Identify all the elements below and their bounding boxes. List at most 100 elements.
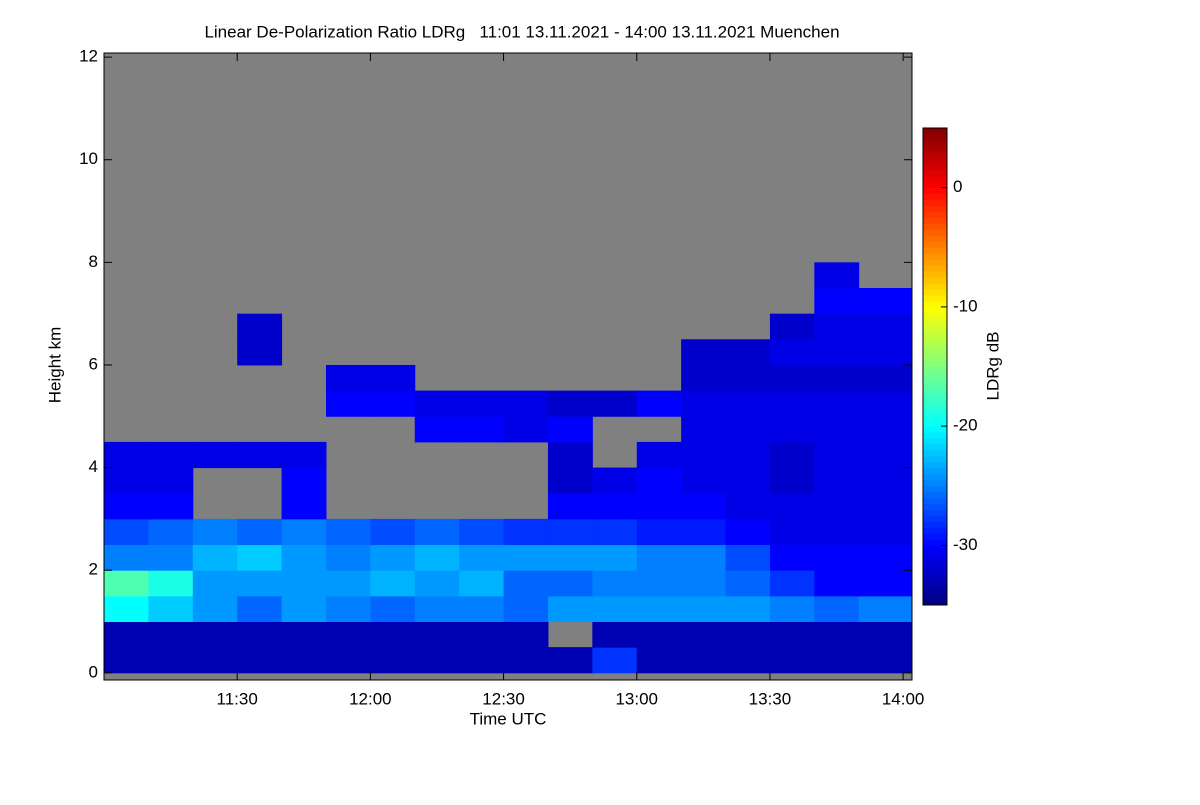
heatmap-cell [681, 339, 727, 366]
heatmap-cell [281, 467, 327, 494]
colorbar-segment [923, 515, 947, 523]
colorbar-segment [923, 414, 947, 421]
heatmap-cell [814, 595, 860, 623]
colorbar-segment [923, 569, 947, 576]
heatmap-cell [636, 595, 682, 623]
y-tick-label: 10 [79, 149, 98, 168]
heatmap-cell [814, 570, 860, 597]
colorbar-segment [923, 402, 947, 409]
heatmap-cell [858, 416, 913, 443]
colorbar-segment [923, 271, 947, 278]
heatmap-cell [547, 467, 593, 494]
colorbar-segment [923, 503, 947, 511]
heatmap-cell [725, 339, 771, 366]
colorbar-segment [923, 473, 947, 481]
colorbar-segment [923, 312, 947, 320]
heatmap-cell [325, 570, 371, 597]
heatmap-cell [459, 416, 505, 443]
heatmap-cell [858, 287, 913, 315]
heatmap-cell [636, 390, 682, 417]
heatmap-cell [104, 467, 149, 494]
heatmap-cell [814, 544, 860, 571]
colorbar-tick-label: -10 [953, 296, 978, 315]
colorbar-segment [923, 485, 947, 493]
colorbar-segment [923, 283, 947, 290]
heatmap-cell [814, 339, 860, 366]
y-tick-label: 2 [89, 560, 98, 579]
colorbar-segment [923, 294, 947, 302]
heatmap-cell [814, 364, 860, 392]
colorbar-segment [923, 139, 947, 147]
colorbar-segment [923, 360, 947, 367]
heatmap-cell [104, 595, 149, 623]
heatmap-cell [769, 595, 815, 623]
heatmap-cell [858, 364, 913, 392]
heatmap-cell [325, 647, 371, 674]
heatmap-cell [148, 518, 194, 546]
colorbar-segment [923, 187, 947, 195]
colorbar-segment [923, 479, 947, 487]
heatmap-cell [769, 518, 815, 546]
heatmap-cell [547, 570, 593, 597]
colorbar-segment [923, 253, 947, 260]
heatmap-cell [325, 364, 371, 392]
heatmap-cell [725, 390, 771, 417]
colorbar-segment [923, 211, 947, 218]
heatmap-cell [814, 518, 860, 546]
heatmap-cell [503, 544, 549, 571]
heatmap-cell [237, 595, 283, 623]
heatmap-cell [769, 467, 815, 494]
heatmap-cell [769, 441, 815, 469]
heatmap-cell [769, 621, 815, 648]
heatmap-cell [281, 493, 327, 520]
heatmap-cell [681, 390, 727, 417]
heatmap-cell [814, 493, 860, 520]
heatmap-cell [592, 467, 638, 494]
heatmap-cell [769, 570, 815, 597]
heatmap-cell [547, 595, 593, 623]
colorbar-segment [923, 169, 947, 177]
colorbar-segment [923, 438, 947, 445]
heatmap-cell [858, 647, 913, 674]
heatmap-cell [814, 441, 860, 469]
colorbar-segment [923, 205, 947, 212]
heatmap-cell [681, 467, 727, 494]
colorbar-segment [923, 306, 947, 314]
heatmap-cell [104, 518, 149, 546]
x-axis-label: Time UTC [470, 709, 547, 728]
heatmap-cell [681, 518, 727, 546]
colorbar-segment [923, 241, 947, 248]
colorbar-segment [923, 229, 947, 236]
heatmap-cell [725, 416, 771, 443]
heatmap-cell [104, 570, 149, 597]
colorbar-segment [923, 300, 947, 308]
colorbar-segment [923, 324, 947, 332]
heatmap-cell [281, 570, 327, 597]
colorbar-segment [923, 593, 947, 600]
heatmap-cell [370, 647, 416, 674]
x-tick-label: 11:30 [217, 689, 258, 708]
colorbar-segment [923, 533, 947, 540]
x-tick-label: 14:00 [882, 689, 925, 708]
colorbar-segment [923, 408, 947, 415]
heatmap-cell [725, 518, 771, 546]
y-tick-label: 8 [89, 252, 98, 271]
heatmap-cell [814, 647, 860, 674]
heatmap-cell [414, 544, 460, 571]
y-tick-label: 12 [79, 47, 98, 66]
heatmap-cell [148, 544, 194, 571]
heatmap-cell [858, 544, 913, 571]
colorbar-segment [923, 599, 947, 606]
heatmap-cell [148, 493, 194, 520]
colorbar-segment [923, 426, 947, 433]
heatmap-cell [636, 518, 682, 546]
heatmap-cell [148, 595, 194, 623]
colorbar-segment [923, 128, 947, 135]
heatmap-cell [370, 518, 416, 546]
colorbar-segment [923, 587, 947, 594]
colorbar-segment [923, 384, 947, 391]
heatmap-cell [725, 467, 771, 494]
heatmap-cell [414, 621, 460, 648]
colorbar-segment [923, 223, 947, 230]
heatmap-cell [636, 544, 682, 571]
